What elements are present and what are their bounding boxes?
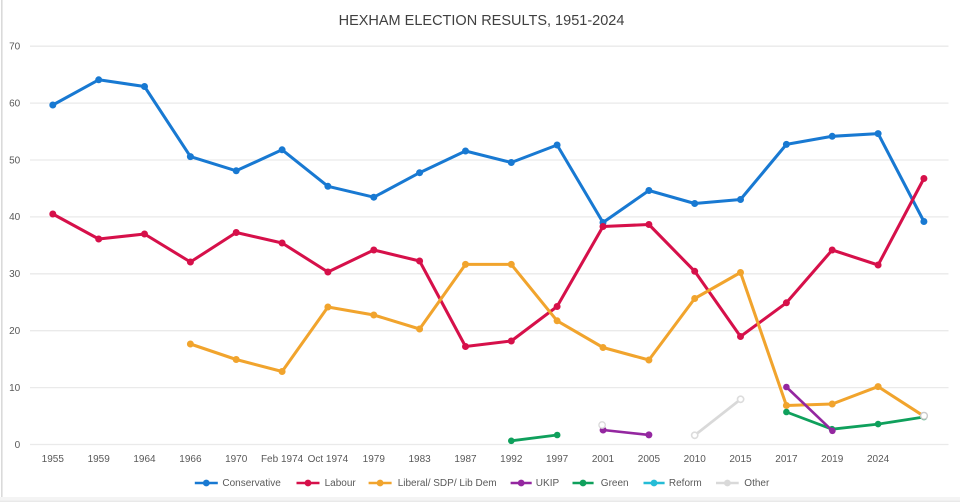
svg-text:70: 70: [9, 42, 21, 53]
svg-text:0: 0: [15, 440, 21, 451]
svg-text:1959: 1959: [88, 454, 111, 465]
svg-text:40: 40: [9, 212, 21, 223]
svg-text:1997: 1997: [546, 454, 569, 465]
svg-text:Green: Green: [601, 478, 629, 489]
svg-text:1987: 1987: [454, 454, 477, 465]
svg-text:2024: 2024: [867, 454, 890, 465]
svg-text:1955: 1955: [42, 454, 65, 465]
svg-text:Liberal/ SDP/ Lib Dem: Liberal/ SDP/ Lib Dem: [398, 478, 497, 489]
svg-text:2010: 2010: [684, 454, 707, 465]
svg-text:1983: 1983: [408, 454, 431, 465]
svg-text:2005: 2005: [638, 454, 661, 465]
svg-text:1992: 1992: [500, 454, 523, 465]
svg-text:1964: 1964: [133, 454, 156, 465]
svg-text:2015: 2015: [729, 454, 752, 465]
svg-text:20: 20: [9, 326, 21, 337]
svg-text:HEXHAM ELECTION RESULTS, 1951-: HEXHAM ELECTION RESULTS, 1951-2024: [339, 13, 625, 29]
svg-text:60: 60: [9, 98, 21, 109]
svg-text:2001: 2001: [592, 454, 615, 465]
svg-text:Feb 1974: Feb 1974: [261, 454, 304, 465]
svg-text:1970: 1970: [225, 454, 248, 465]
svg-text:UKIP: UKIP: [536, 478, 560, 489]
svg-text:Labour: Labour: [325, 478, 357, 489]
svg-text:1979: 1979: [363, 454, 386, 465]
svg-text:Reform: Reform: [669, 478, 702, 489]
svg-text:10: 10: [9, 383, 21, 394]
svg-text:Conservative: Conservative: [222, 478, 281, 489]
svg-text:50: 50: [9, 155, 21, 166]
svg-text:1966: 1966: [179, 454, 202, 465]
svg-text:Oct 1974: Oct 1974: [308, 454, 349, 465]
svg-text:2017: 2017: [775, 454, 798, 465]
svg-text:30: 30: [9, 269, 21, 280]
svg-text:Other: Other: [744, 478, 770, 489]
svg-text:2019: 2019: [821, 454, 844, 465]
